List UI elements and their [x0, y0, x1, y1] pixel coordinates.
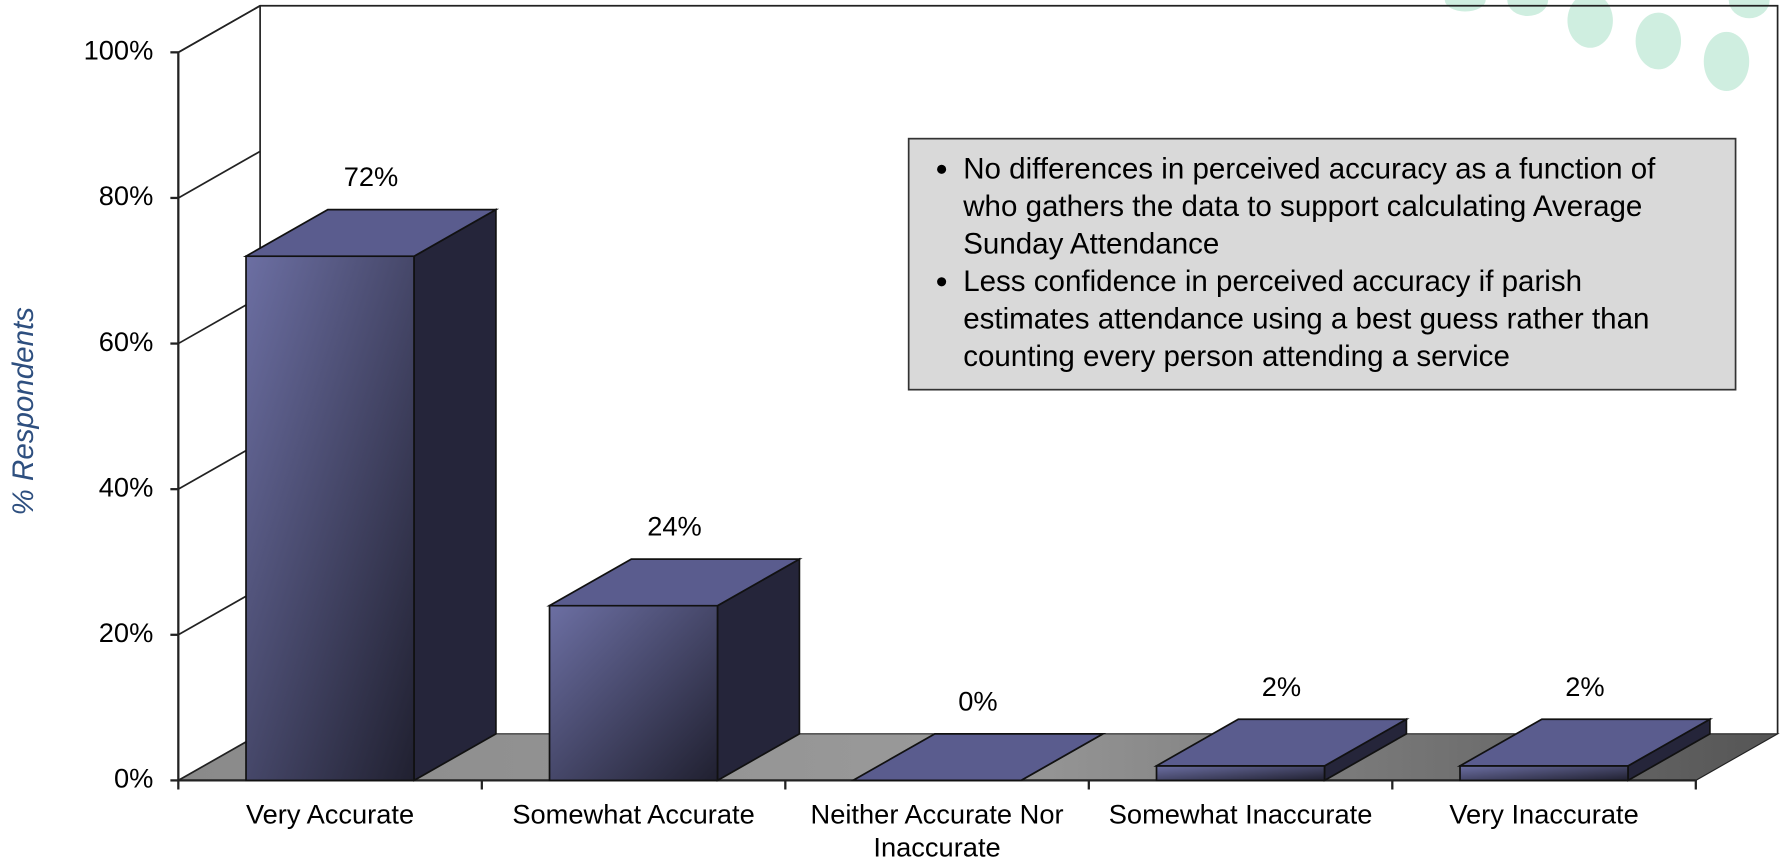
bar-side: [413, 208, 497, 782]
bar-top: [849, 732, 1107, 782]
value-label: 0%: [958, 685, 997, 716]
decoration: [1444, 0, 1770, 91]
bar-top: [1456, 718, 1714, 767]
bar-top: [1153, 718, 1410, 767]
x-tick-label-box: Somewhat Inaccurate: [1108, 799, 1373, 831]
y-tick-label: 40%: [99, 471, 154, 502]
x-tick-label: Very Accurate: [245, 799, 415, 831]
x-tick-label-box: Neither Accurate Nor Inaccurate: [810, 799, 1064, 864]
y-tick-label: 0%: [114, 763, 153, 794]
x-tick-label-box: Very Accurate: [245, 799, 415, 831]
note: No differences in perceived accuracy as …: [963, 150, 1715, 262]
bar-top: [242, 208, 500, 258]
bar-front: [245, 255, 415, 782]
x-tick-label: Neither Accurate Nor Inaccurate: [810, 799, 1064, 864]
note-box: [907, 137, 1737, 391]
value-label: 24%: [647, 511, 702, 542]
bar-front: [1459, 764, 1629, 782]
value-label: 2%: [1565, 671, 1604, 702]
y-axis-title: % Respondents: [7, 307, 40, 516]
y-tick-depth: [177, 150, 261, 199]
y-tick-label: 100%: [84, 35, 154, 66]
bar-top: [546, 558, 803, 607]
note-container: No differences in perceived accuracy as …: [909, 139, 1736, 390]
y-tick-label: 20%: [99, 617, 154, 648]
x-tick-label: Very Inaccurate: [1449, 799, 1639, 831]
y-tick-label: 60%: [99, 326, 154, 357]
x-tick-label: Somewhat Inaccurate: [1108, 799, 1373, 831]
y-tick-depth: [177, 5, 261, 54]
bar-front: [1155, 764, 1326, 782]
value-label: 72%: [344, 161, 399, 192]
note: Less confidence in perceived accuracy if…: [963, 262, 1715, 374]
x-tick-label-box: Somewhat Accurate: [512, 799, 755, 831]
bar-front: [548, 604, 719, 782]
x-tick-label-box: Very Inaccurate: [1449, 799, 1639, 831]
note-list: No differences in perceived accuracy as …: [909, 139, 1736, 375]
y-tick-label: 80%: [99, 180, 154, 211]
x-tick-label: Somewhat Accurate: [512, 799, 755, 831]
value-label: 2%: [1262, 671, 1301, 702]
